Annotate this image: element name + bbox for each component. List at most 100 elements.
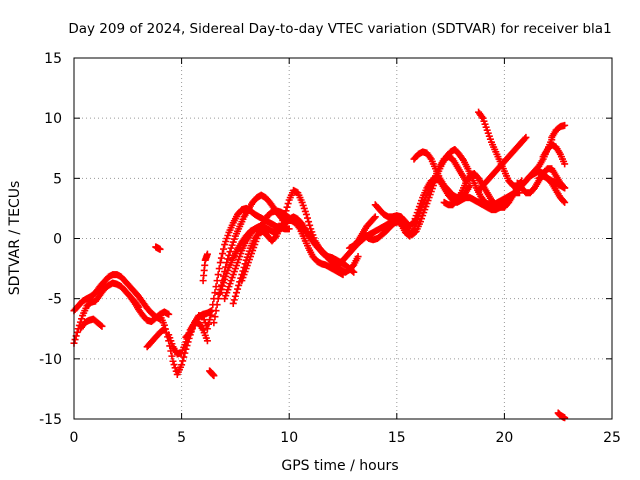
- data-point: [234, 285, 242, 293]
- data-point: [178, 361, 186, 369]
- data-point: [218, 250, 226, 258]
- data-point: [212, 283, 220, 291]
- data-point: [160, 321, 168, 329]
- data-point: [220, 279, 228, 287]
- data-point: [203, 337, 211, 345]
- data-point: [217, 285, 225, 293]
- data-point: [168, 352, 176, 360]
- series-track-27: [539, 141, 569, 168]
- data-point: [215, 290, 223, 298]
- data-point: [203, 325, 211, 333]
- data-point: [561, 414, 569, 422]
- data-point: [170, 361, 178, 369]
- data-point: [371, 213, 379, 221]
- data-point: [206, 316, 214, 324]
- series-track-1: [70, 271, 164, 323]
- data-point: [255, 225, 263, 233]
- data-point: [561, 160, 569, 168]
- data-point: [560, 197, 568, 205]
- data-point: [235, 281, 243, 289]
- data-point: [229, 299, 237, 307]
- data-point: [169, 357, 177, 365]
- data-point: [78, 315, 86, 323]
- data-point: [271, 233, 279, 241]
- series-track-6: [152, 243, 164, 253]
- data-point: [426, 154, 434, 162]
- data-point: [215, 265, 223, 273]
- data-point: [210, 319, 218, 327]
- chart-title: Day 209 of 2024, Sidereal Day-to-day VTE…: [68, 21, 611, 37]
- data-point: [370, 214, 378, 222]
- data-point: [478, 113, 486, 121]
- series-track-24: [475, 133, 530, 194]
- data-point: [284, 200, 292, 208]
- data-point: [207, 311, 215, 319]
- y-axis-label: SDTVAR / TECUs: [7, 181, 23, 296]
- data-point: [185, 330, 193, 338]
- y-tick-label: -10: [39, 352, 62, 368]
- x-tick-label: 5: [177, 430, 186, 446]
- data-point: [220, 245, 228, 253]
- y-tick-label: 5: [53, 171, 62, 187]
- series-track-3: [76, 315, 106, 333]
- data-point: [560, 183, 568, 191]
- data-point: [561, 184, 569, 192]
- data-point: [205, 320, 212, 328]
- data-point: [214, 271, 222, 279]
- data-point: [214, 295, 222, 303]
- series-track-29: [554, 409, 569, 422]
- data-point: [409, 219, 417, 227]
- data-point: [350, 268, 358, 276]
- data-point: [218, 282, 226, 290]
- x-tick-label: 0: [70, 430, 79, 446]
- data-point: [216, 259, 224, 267]
- y-tick-label: 10: [44, 111, 62, 127]
- x-tick-label: 20: [495, 430, 513, 446]
- data-point: [561, 121, 569, 129]
- data-point: [180, 353, 188, 361]
- data-point: [232, 289, 240, 297]
- data-point: [354, 253, 362, 261]
- data-point: [305, 218, 313, 226]
- data-point: [213, 301, 221, 309]
- data-point: [156, 245, 164, 253]
- data-point: [210, 372, 218, 380]
- y-tick-label: -5: [48, 292, 62, 308]
- data-point: [522, 133, 530, 141]
- data-points: [70, 108, 569, 422]
- data-point: [179, 357, 187, 365]
- x-tick-label: 25: [603, 430, 621, 446]
- data-point: [216, 289, 224, 297]
- data-point: [71, 336, 79, 344]
- data-point: [302, 210, 310, 218]
- y-tick-label: -15: [39, 412, 62, 428]
- data-point: [224, 255, 232, 263]
- axis-ticks: 0 5 10 15 20 25 -15 -10 -5 0 5 10 15: [39, 51, 621, 446]
- y-tick-label: 0: [53, 232, 62, 248]
- data-point: [303, 214, 311, 222]
- series-track-15: [199, 250, 211, 285]
- x-tick-label: 10: [280, 430, 298, 446]
- data-point: [217, 254, 225, 262]
- data-point: [226, 248, 234, 256]
- data-point: [561, 198, 569, 206]
- y-tick-label: 15: [44, 51, 62, 67]
- series-track-16: [206, 367, 218, 380]
- series-track-28: [535, 172, 569, 206]
- data-point: [458, 155, 466, 163]
- data-point: [73, 328, 81, 336]
- data-point: [285, 225, 293, 233]
- data-point: [230, 296, 238, 304]
- data-point: [231, 292, 239, 300]
- x-tick-label: 15: [388, 430, 406, 446]
- series-track-14: [216, 225, 263, 297]
- data-point: [211, 313, 219, 321]
- data-point: [161, 325, 169, 333]
- data-point: [283, 203, 291, 211]
- data-point: [212, 307, 220, 315]
- data-point: [203, 250, 211, 258]
- series-track-5: [143, 325, 168, 351]
- data-point: [97, 321, 105, 329]
